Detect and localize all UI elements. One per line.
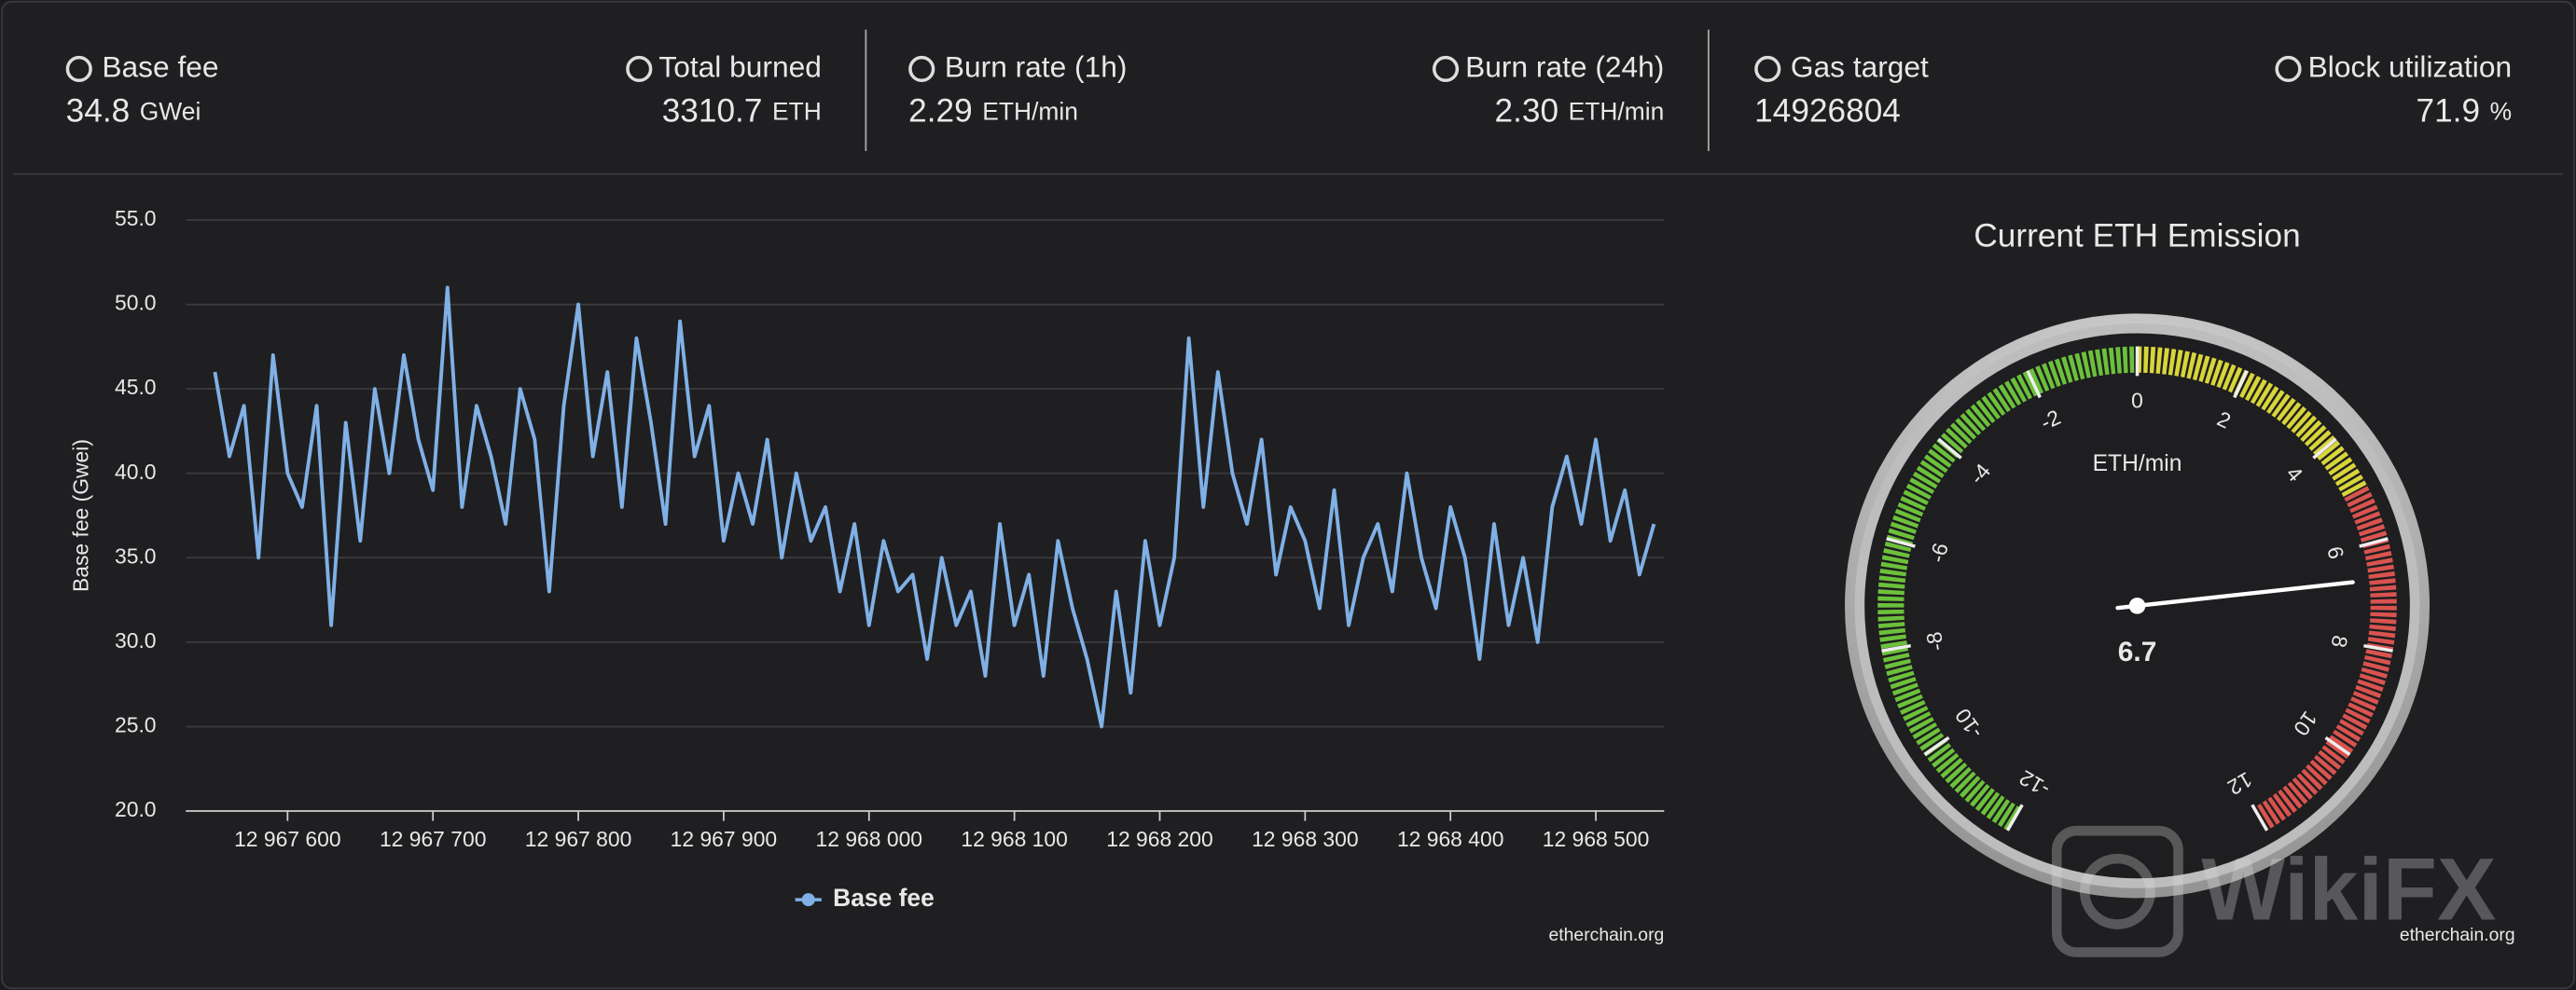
stat-unit: GWei [140,97,201,125]
gauge-tick-label: 0 [2131,389,2143,413]
gauge-tick [1937,437,1962,460]
y-tick-label: 25.0 [115,713,157,737]
stat-value: 71.9% [2416,93,2512,130]
y-tick-label: 30.0 [115,628,157,653]
gauge-title: Current ETH Emission [1974,218,2300,254]
x-tick-label: 12 968 200 [1106,827,1213,851]
gauge-tick [2233,369,2249,399]
stat-unit: ETH/min [1569,97,1665,125]
credit: etherchain.org [1549,925,1665,945]
stat-value: 3310.7 ETH [662,93,822,130]
y-tick-label: 50.0 [115,291,157,315]
y-tick-label: 40.0 [115,460,157,484]
stat-label: Burn rate (1h) [945,49,1128,83]
x-tick-label: 12 968 000 [816,827,923,851]
stat-icon [1754,55,1781,83]
x-tick-label: 12 968 400 [1397,827,1503,851]
x-tick-label: 12 967 800 [525,827,632,851]
stat-icon [626,55,653,83]
x-tick-label: 12 968 300 [1252,827,1359,851]
stat-label: Burn rate (24h) [1465,49,1664,83]
stat-number: 2.30 [1494,93,1558,130]
gauge-tick [1923,736,1950,756]
legend-label: Base fee [833,884,935,912]
stat-value: 14926804 [1754,93,1901,130]
gauge-tick [2005,804,2024,832]
gauge-tick [1881,643,1912,653]
stat-value: 2.30 ETH/min [1494,93,1664,130]
stat-value: 2.29 ETH/min [908,93,1078,130]
gauge-needle [2115,580,2355,611]
stat-unit: % [2490,97,2512,125]
gauge-value: 6.7 [2118,637,2157,667]
gauge-tick [2312,437,2337,460]
y-tick-label: 55.0 [115,206,157,230]
gauge-tick-label: -8 [1921,630,1948,653]
stat-number: 2.29 [908,93,973,130]
stat-icon [65,55,92,83]
stat-label: Block utilization [2308,49,2512,83]
y-tick-label: 20.0 [115,797,157,821]
y-tick-label: 35.0 [115,543,157,568]
stat-number: 3310.7 [662,93,763,130]
gauge-unit: ETH/min [2093,451,2182,476]
stat-unit: ETH/min [982,97,1078,125]
stat-number: 34.8 [66,93,131,130]
stat-number: 71.9 [2416,93,2480,130]
stat-value: 34.8 GWei [66,93,201,130]
stat-icon [1432,55,1460,83]
gauge-tick [2324,736,2351,756]
y-axis-title: Base fee (Gwei) [68,439,92,592]
gauge-pivot [2128,598,2146,614]
gauge-tick [2363,643,2393,653]
stat-number: 14926804 [1754,93,1901,130]
line-series [213,285,1656,729]
watermark: WikiFX [2051,825,2496,957]
x-tick-label: 12 967 600 [234,827,340,851]
watermark-text: WikiFX [2201,841,2496,940]
x-tick-label: 12 968 500 [1543,827,1650,851]
x-tick-label: 12 967 700 [380,827,486,851]
gauge-tick-label: 8 [2327,634,2353,650]
gauge-tick [2251,804,2269,832]
gauge-tick [2359,537,2389,548]
credit: etherchain.org [2400,925,2515,945]
gauge-band [2137,346,2368,499]
gauge-tick [1886,537,1916,548]
stat-label: Gas target [1791,49,1929,83]
x-tick-label: 12 968 100 [961,827,1068,851]
stat-icon [908,55,935,83]
stat-label: Total burned [658,49,821,83]
legend-symbol [801,893,815,907]
stat-unit: ETH [772,97,822,125]
stat-label: Base fee [102,49,218,83]
stat-icon [2275,55,2302,83]
y-tick-label: 45.0 [115,375,157,399]
gauge-tick [2026,369,2042,399]
x-tick-label: 12 967 900 [671,827,778,851]
